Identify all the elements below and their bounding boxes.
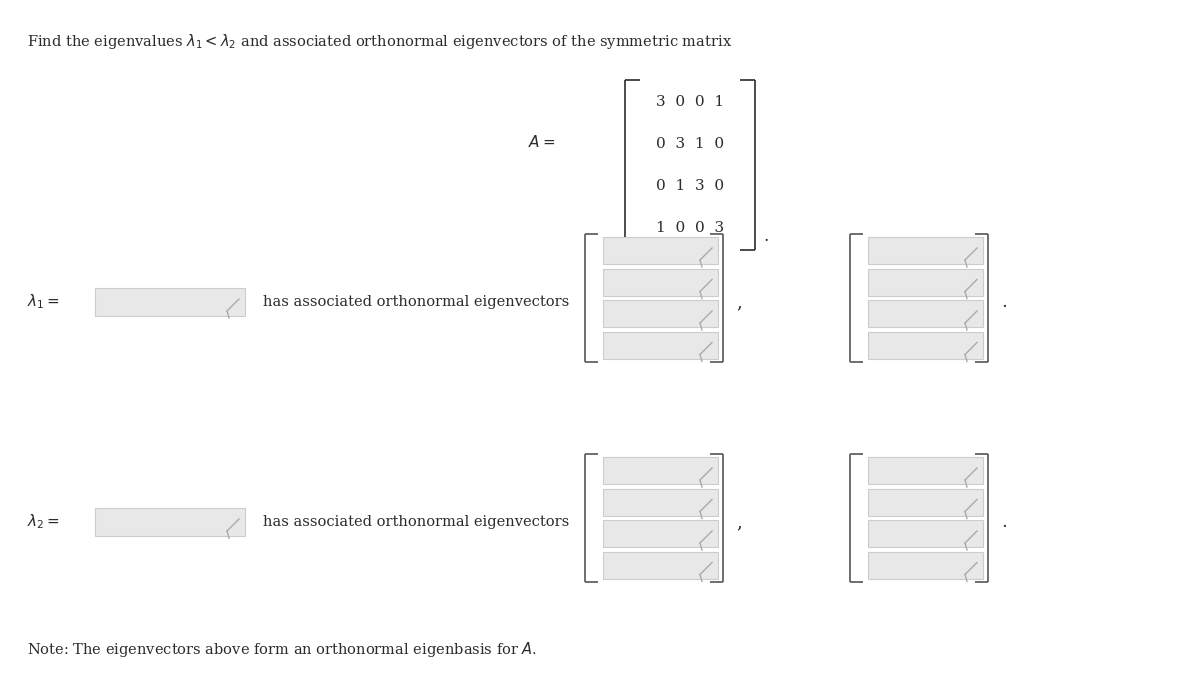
Text: 1  0  0  3: 1 0 0 3: [656, 221, 724, 235]
FancyBboxPatch shape: [868, 552, 983, 578]
FancyBboxPatch shape: [602, 457, 718, 484]
FancyBboxPatch shape: [868, 300, 983, 327]
FancyBboxPatch shape: [602, 237, 718, 264]
FancyBboxPatch shape: [602, 552, 718, 578]
FancyBboxPatch shape: [602, 332, 718, 359]
FancyBboxPatch shape: [868, 269, 983, 295]
Text: .: .: [763, 228, 768, 245]
Text: has associated orthonormal eigenvectors: has associated orthonormal eigenvectors: [263, 515, 569, 529]
Text: $\lambda_2 =$: $\lambda_2 =$: [28, 513, 60, 531]
FancyBboxPatch shape: [868, 332, 983, 359]
FancyBboxPatch shape: [95, 508, 245, 536]
FancyBboxPatch shape: [602, 300, 718, 327]
Text: Note: The eigenvectors above form an orthonormal eigenbasis for $A$.: Note: The eigenvectors above form an ort…: [28, 640, 538, 659]
Text: .: .: [1001, 513, 1007, 531]
Text: ,: ,: [736, 293, 742, 311]
Text: 0  1  3  0: 0 1 3 0: [656, 179, 724, 193]
FancyBboxPatch shape: [602, 520, 718, 547]
Text: 3  0  0  1: 3 0 0 1: [656, 95, 724, 109]
FancyBboxPatch shape: [602, 488, 718, 515]
FancyBboxPatch shape: [602, 269, 718, 295]
Text: 0  3  1  0: 0 3 1 0: [656, 137, 724, 151]
FancyBboxPatch shape: [868, 488, 983, 515]
Text: .: .: [1001, 293, 1007, 311]
FancyBboxPatch shape: [868, 520, 983, 547]
Text: $\lambda_1 =$: $\lambda_1 =$: [28, 293, 60, 311]
FancyBboxPatch shape: [868, 457, 983, 484]
Text: ,: ,: [736, 513, 742, 531]
Text: Find the eigenvalues $\lambda_1 < \lambda_2$ and associated orthonormal eigenvec: Find the eigenvalues $\lambda_1 < \lambd…: [28, 32, 732, 51]
Text: $A =$: $A =$: [528, 134, 554, 150]
FancyBboxPatch shape: [868, 237, 983, 264]
FancyBboxPatch shape: [95, 288, 245, 316]
Text: has associated orthonormal eigenvectors: has associated orthonormal eigenvectors: [263, 295, 569, 309]
